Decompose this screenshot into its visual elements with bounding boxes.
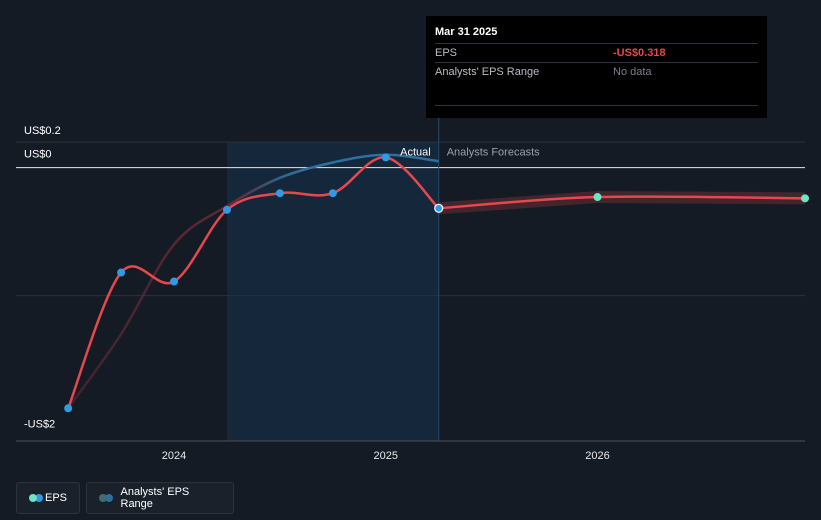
actual-annotation: Actual — [400, 147, 431, 159]
y-tick-label-top: US$0.2 — [24, 125, 61, 137]
x-tick-label-2025: 2025 — [374, 450, 398, 462]
eps-point[interactable] — [328, 189, 337, 198]
tooltip-range-value: No data — [613, 66, 652, 78]
eps-point[interactable] — [64, 404, 73, 413]
legend-analyst-range[interactable]: Analysts' EPS Range — [86, 482, 234, 514]
legend-eps[interactable]: EPS — [16, 482, 80, 514]
eps-point[interactable] — [170, 277, 179, 286]
eps-point[interactable] — [275, 189, 284, 198]
tooltip-eps-row: EPS -US$0.318 — [435, 43, 758, 62]
eps-forecast-point[interactable] — [593, 193, 602, 202]
tooltip-divider — [435, 81, 758, 106]
forecast-annotation: Analysts Forecasts — [447, 147, 540, 159]
tooltip-range-label: Analysts' EPS Range — [435, 66, 540, 78]
eps-point-latest[interactable] — [434, 203, 444, 213]
y-tick-label-zero: US$0 — [24, 149, 52, 161]
tooltip-date: Mar 31 2025 — [435, 26, 498, 38]
eps-point[interactable] — [381, 153, 390, 162]
range-legend-icon — [99, 494, 113, 502]
x-tick-label-2024: 2024 — [162, 450, 186, 462]
eps-legend-icon — [29, 494, 43, 502]
legend-eps-label: EPS — [44, 492, 67, 504]
eps-tooltip: Mar 31 2025 EPS -US$0.318 Analysts' EPS … — [426, 16, 767, 118]
legend-range-label: Analysts' EPS Range — [120, 486, 190, 510]
y-tick-label-bottom: -US$2 — [24, 419, 55, 431]
tooltip-eps-value: -US$0.318 — [613, 47, 666, 59]
eps-point[interactable] — [222, 205, 231, 214]
tooltip-eps-label: EPS — [435, 47, 458, 59]
analyst-eps-range-line — [67, 153, 439, 409]
eps-forecast-point[interactable] — [801, 194, 809, 203]
x-tick-label-2026: 2026 — [585, 450, 609, 462]
eps-point[interactable] — [117, 268, 126, 277]
tooltip-range-row: Analysts' EPS Range No data — [435, 62, 758, 81]
